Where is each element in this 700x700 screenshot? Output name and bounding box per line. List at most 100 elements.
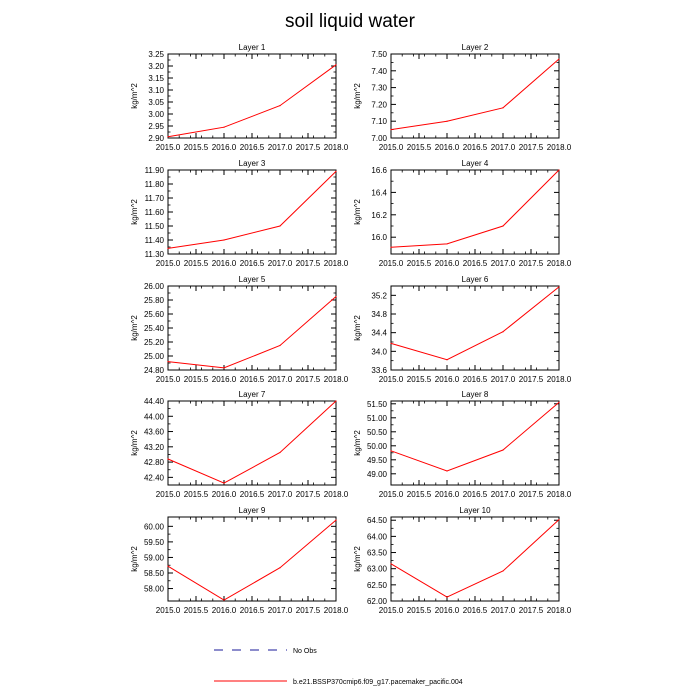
x-tick-label: 2016.5 [240, 143, 265, 152]
y-tick-label: 62.00 [367, 597, 388, 606]
series-line [390, 169, 560, 248]
y-tick-label: 33.6 [371, 366, 387, 375]
y-axis-label: kg/m^2 [130, 430, 139, 456]
data-point [223, 239, 225, 241]
x-tick-label: 2015.0 [379, 606, 404, 615]
x-tick-label: 2017.0 [491, 606, 516, 615]
panel-title: Layer 7 [239, 390, 266, 399]
data-point [279, 344, 281, 347]
y-tick-label: 25.80 [144, 296, 165, 305]
x-tick-label: 2016.0 [435, 606, 460, 615]
x-tick-label: 2016.0 [435, 259, 460, 268]
x-tick-label: 2017.5 [296, 143, 321, 152]
panel-title: Layer 8 [462, 390, 489, 399]
y-tick-label: 11.40 [145, 236, 165, 245]
x-tick-label: 2017.5 [296, 375, 321, 384]
series-line [390, 286, 560, 361]
y-tick-label: 43.60 [144, 428, 165, 437]
data-point [167, 565, 169, 567]
data-point [390, 563, 392, 565]
legend-obs-label: No Obs [293, 648, 317, 655]
data-point [502, 331, 504, 333]
y-tick-label: 58.00 [144, 585, 165, 594]
panel-title: Layer 5 [239, 275, 266, 284]
y-axis-label: kg/m^2 [130, 199, 139, 225]
y-tick-label: 25.60 [144, 310, 165, 319]
x-tick-label: 2016.5 [463, 606, 488, 615]
data-point [390, 129, 392, 131]
data-point [335, 295, 337, 298]
x-tick-label: 2016.0 [212, 375, 237, 384]
y-tick-label: 11.50 [145, 222, 165, 231]
panel-title: Layer 2 [462, 43, 489, 52]
data-point [167, 361, 169, 363]
x-tick-label: 2016.0 [212, 259, 237, 268]
x-tick-label: 2018.0 [547, 259, 572, 268]
x-tick-label: 2015.5 [407, 490, 432, 499]
y-tick-label: 50.00 [367, 442, 388, 451]
x-tick-label: 2017.0 [491, 143, 516, 152]
y-axis-label: kg/m^2 [353, 315, 362, 341]
x-tick-label: 2015.5 [184, 490, 209, 499]
y-tick-label: 16.4 [371, 188, 387, 197]
data-point [279, 451, 281, 454]
plot-frame [167, 285, 337, 371]
y-tick-label: 16.2 [371, 211, 387, 220]
y-tick-label: 11.80 [145, 180, 165, 189]
data-point [167, 247, 169, 249]
data-point [279, 567, 281, 569]
x-tick-label: 2018.0 [324, 143, 349, 152]
y-tick-label: 26.00 [144, 282, 165, 291]
y-tick-label: 43.20 [144, 443, 165, 452]
x-tick-label: 2016.5 [463, 143, 488, 152]
y-tick-label: 44.00 [144, 412, 165, 421]
y-tick-label: 7.50 [371, 50, 387, 59]
x-tick-label: 2017.5 [519, 490, 544, 499]
x-tick-label: 2017.0 [491, 490, 516, 499]
x-tick-label: 2016.0 [435, 375, 460, 384]
x-tick-label: 2016.5 [463, 259, 488, 268]
x-tick-label: 2017.0 [491, 375, 516, 384]
data-point [167, 458, 169, 460]
y-axis-label: kg/m^2 [353, 199, 362, 225]
y-tick-label: 11.90 [145, 166, 165, 175]
series-line [167, 519, 337, 601]
data-point [390, 246, 392, 248]
data-point [335, 64, 337, 66]
plot-frame [167, 400, 337, 486]
y-tick-label: 16.0 [371, 233, 387, 242]
y-tick-label: 60.00 [144, 522, 165, 531]
x-tick-label: 2015.5 [407, 375, 432, 384]
figure-title: soil liquid water [285, 11, 416, 32]
data-point [446, 120, 448, 122]
x-tick-label: 2016.0 [435, 143, 460, 152]
x-tick-label: 2016.5 [240, 375, 265, 384]
x-tick-label: 2015.5 [407, 259, 432, 268]
y-tick-label: 2.90 [148, 134, 164, 143]
y-tick-label: 3.25 [148, 50, 164, 59]
y-tick-label: 16.6 [371, 166, 387, 175]
data-point [223, 599, 225, 601]
x-tick-label: 2016.0 [435, 490, 460, 499]
y-tick-label: 25.20 [144, 338, 165, 347]
x-tick-label: 2015.0 [156, 259, 181, 268]
x-tick-label: 2015.5 [407, 143, 432, 152]
series-line [167, 64, 337, 138]
y-tick-label: 49.50 [367, 456, 388, 465]
y-tick-label: 25.00 [144, 352, 165, 361]
x-tick-label: 2017.5 [296, 259, 321, 268]
x-tick-label: 2016.0 [212, 606, 237, 615]
panel-title: Layer 10 [459, 506, 491, 515]
y-tick-label: 64.50 [367, 516, 388, 525]
data-point [558, 518, 560, 521]
y-tick-label: 51.50 [367, 400, 388, 409]
y-tick-label: 11.30 [145, 250, 165, 259]
y-tick-label: 34.0 [371, 347, 387, 356]
